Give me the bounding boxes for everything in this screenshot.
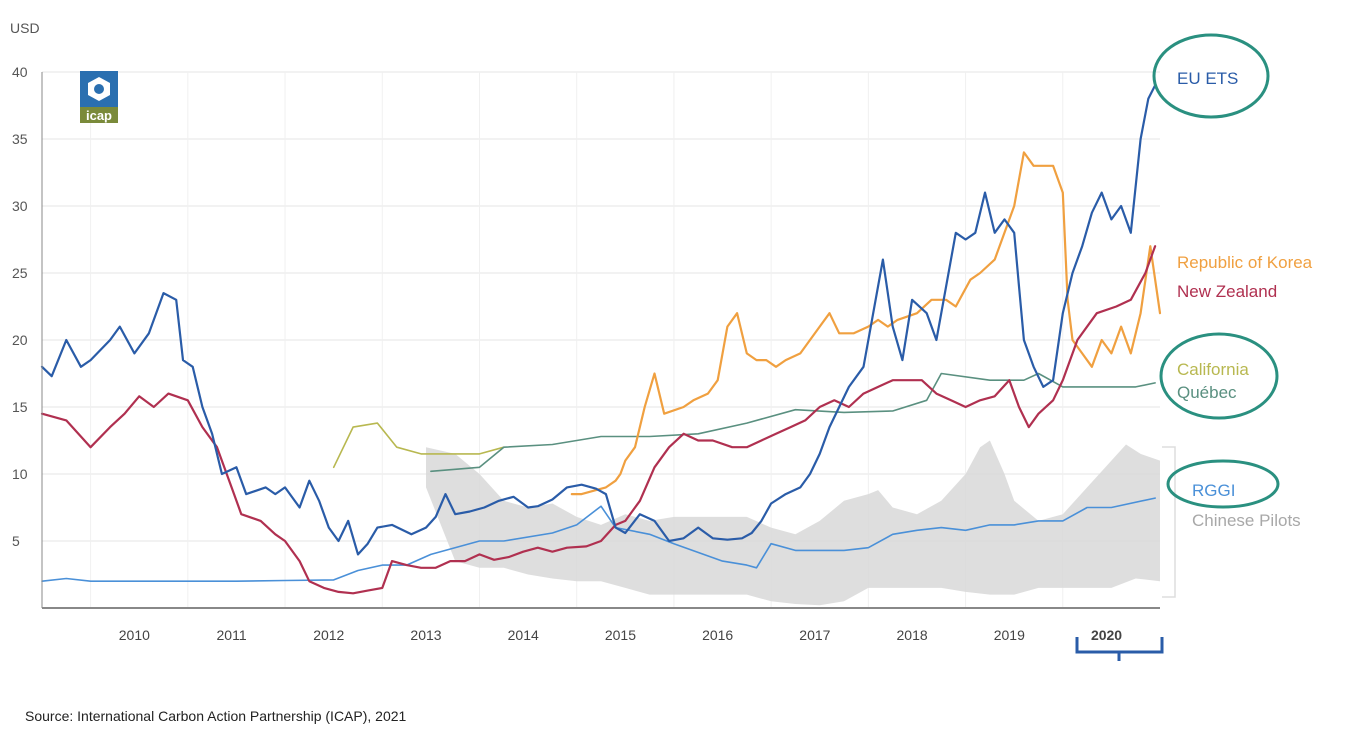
series-line-quebec [430, 372, 1156, 473]
series-label-eu-ets: EU ETS [1177, 69, 1238, 88]
series-line-eu-ets [40, 84, 1157, 556]
x-tick-label: 2015 [605, 627, 636, 643]
y-tick-label: 15 [12, 399, 28, 415]
chinese-pilots-bracket [1162, 446, 1176, 598]
y-tick-label: 30 [12, 198, 28, 214]
series-line-republic-of-korea [570, 151, 1162, 496]
y-tick-labels: 5 10 15 20 25 30 35 40 [12, 64, 28, 549]
y-tick-label: 20 [12, 332, 28, 348]
rggi-highlight-circle [1166, 459, 1280, 509]
series-band-chinese-pilots [426, 440, 1160, 606]
california-quebec-highlight-circle [1159, 332, 1279, 420]
year-2020-bracket [1075, 637, 1164, 661]
series-label-quebec: Québec [1177, 383, 1237, 402]
y-tick-label: 35 [12, 131, 28, 147]
x-tick-label: 2010 [119, 627, 150, 643]
series-lines [40, 84, 1162, 595]
series-label-chinese-pilots: Chinese Pilots [1192, 511, 1301, 530]
series-label-rggi: RGGI [1192, 481, 1235, 500]
x-tick-label: 2011 [217, 627, 247, 643]
y-tick-label: 40 [12, 64, 28, 80]
x-tick-label: 2016 [702, 627, 733, 643]
y-tick-label: 10 [12, 466, 28, 482]
chinese-pilots-band [426, 440, 1160, 606]
icap-logo-text: icap [86, 108, 112, 123]
series-line-rggi [41, 497, 1156, 582]
eu-ets-highlight-circle [1152, 33, 1270, 119]
y-axis-unit: USD [10, 20, 40, 36]
x-tick-labels: 2010 2011 2012 2013 2014 2015 2016 2017 2018 2019… [119, 627, 1123, 643]
series-line-california [332, 422, 505, 469]
series-label-republic-of-korea: Republic of Korea [1177, 253, 1313, 272]
source-note: Source: International Carbon Action Part… [25, 708, 407, 724]
x-tick-label: 2020 [1091, 627, 1122, 643]
x-tick-label: 2018 [897, 627, 928, 643]
icap-logo [80, 71, 118, 123]
y-tick-label: 25 [12, 265, 28, 281]
series-label-california: California [1177, 360, 1249, 379]
x-tick-label: 2013 [410, 627, 441, 643]
x-tick-label: 2017 [799, 627, 830, 643]
x-tick-label: 2014 [508, 627, 539, 643]
x-tick-label: 2012 [313, 627, 344, 643]
axes [41, 72, 1160, 609]
x-tick-label: 2019 [994, 627, 1025, 643]
series-label-new-zealand: New Zealand [1177, 282, 1277, 301]
y-tick-label: 5 [12, 533, 20, 549]
